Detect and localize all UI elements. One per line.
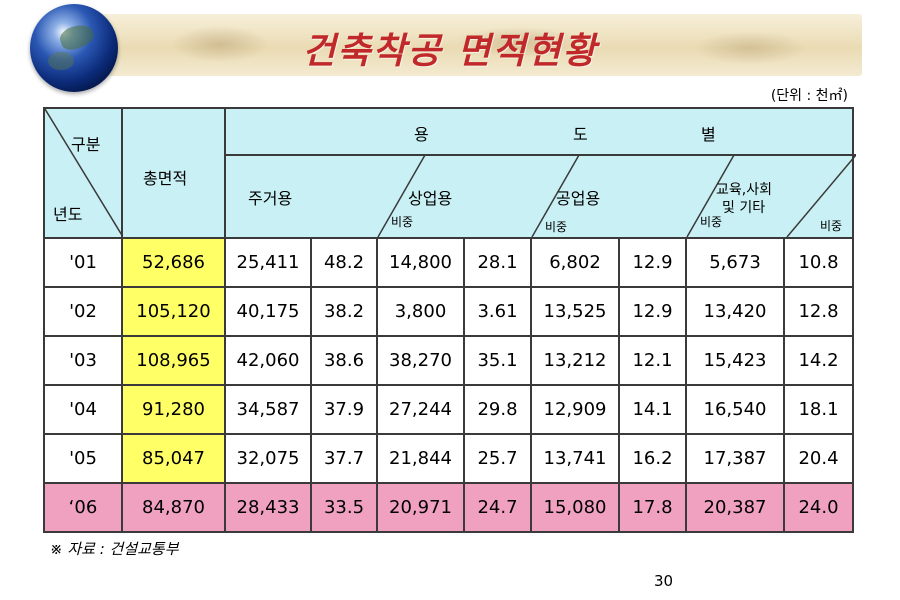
header-usage-2: 도 bbox=[573, 125, 588, 144]
cell-industrial-share: 12.9 bbox=[618, 237, 687, 288]
world-map-banner bbox=[100, 14, 862, 76]
cell-commercial-share: 24.7 bbox=[463, 482, 532, 533]
cell-education-share: 12.8 bbox=[783, 286, 854, 337]
cell-total: 52,686 bbox=[121, 237, 226, 288]
table-row-highlighted: ‘06 84,870 28,433 33.5 20,971 24.7 15,08… bbox=[43, 482, 854, 533]
cell-residential-share: 38.2 bbox=[310, 286, 378, 337]
cell-year: '01 bbox=[43, 237, 123, 288]
source-note: ※ 자료 : 건설교통부 bbox=[50, 540, 179, 558]
cell-education-share: 20.4 bbox=[783, 433, 854, 484]
cell-education-share: 18.1 bbox=[783, 384, 854, 435]
cell-education-share: 14.2 bbox=[783, 335, 854, 386]
header-share-commercial: 비중 bbox=[545, 220, 568, 234]
cell-education: 16,540 bbox=[685, 384, 785, 435]
cell-industrial-share: 12.1 bbox=[618, 335, 687, 386]
header-divider-lines bbox=[226, 154, 856, 237]
cell-total: 85,047 bbox=[121, 433, 226, 484]
table-row: '03 108,965 42,060 38.6 38,270 35.1 13,2… bbox=[43, 335, 854, 386]
cell-industrial: 12,909 bbox=[530, 384, 620, 435]
table-row: '05 85,047 32,075 37.7 21,844 25.7 13,74… bbox=[43, 433, 854, 484]
cell-commercial: 14,800 bbox=[376, 237, 465, 288]
header-total-area-cell: 총면적 bbox=[121, 107, 226, 239]
cell-education-share: 24.0 bbox=[783, 482, 854, 533]
header-share-residential: 비중 bbox=[391, 215, 414, 229]
globe-icon bbox=[30, 4, 118, 92]
header-residential: 주거용 bbox=[248, 189, 293, 208]
header-usage-1: 용 bbox=[414, 125, 429, 144]
cell-total: 91,280 bbox=[121, 384, 226, 435]
cell-industrial-share: 14.1 bbox=[618, 384, 687, 435]
header-year: 년도 bbox=[53, 205, 83, 224]
cell-commercial: 27,244 bbox=[376, 384, 465, 435]
cell-residential: 28,433 bbox=[224, 482, 312, 533]
cell-residential-share: 38.6 bbox=[310, 335, 378, 386]
cell-residential: 42,060 bbox=[224, 335, 312, 386]
cell-residential-share: 37.7 bbox=[310, 433, 378, 484]
header-total-area: 총면적 bbox=[143, 169, 188, 188]
cell-commercial-share: 29.8 bbox=[463, 384, 532, 435]
unit-label: (단위 : 천㎡) bbox=[770, 88, 848, 104]
cell-education: 13,420 bbox=[685, 286, 785, 337]
cell-residential-share: 37.9 bbox=[310, 384, 378, 435]
cell-year: ‘06 bbox=[43, 482, 123, 533]
cell-industrial: 13,212 bbox=[530, 335, 620, 386]
cell-industrial: 15,080 bbox=[530, 482, 620, 533]
table-row: '02 105,120 40,175 38.2 3,800 3.61 13,52… bbox=[43, 286, 854, 337]
cell-year: '02 bbox=[43, 286, 123, 337]
header-gubun-year-cell: 구분 년도 bbox=[43, 107, 123, 239]
cell-residential-share: 33.5 bbox=[310, 482, 378, 533]
cell-industrial-share: 17.8 bbox=[618, 482, 687, 533]
cell-industrial: 13,741 bbox=[530, 433, 620, 484]
cell-residential-share: 48.2 bbox=[310, 237, 378, 288]
table-row: '01 52,686 25,411 48.2 14,800 28.1 6,802… bbox=[43, 237, 854, 288]
title-banner: 건축착공 면적현황 bbox=[0, 0, 900, 95]
cell-residential: 32,075 bbox=[224, 433, 312, 484]
cell-residential: 34,587 bbox=[224, 384, 312, 435]
cell-commercial-share: 35.1 bbox=[463, 335, 532, 386]
cell-education: 15,423 bbox=[685, 335, 785, 386]
cell-education: 20,387 bbox=[685, 482, 785, 533]
cell-industrial: 6,802 bbox=[530, 237, 620, 288]
cell-education: 17,387 bbox=[685, 433, 785, 484]
cell-commercial: 21,844 bbox=[376, 433, 465, 484]
cell-commercial: 3,800 bbox=[376, 286, 465, 337]
construction-area-table: 구분 년도 총면적 용 도 별 주거용 비중 상업용 비중 공업용 비중 교육,… bbox=[43, 107, 856, 533]
table-row: '04 91,280 34,587 37.9 27,244 29.8 12,90… bbox=[43, 384, 854, 435]
cell-residential: 25,411 bbox=[224, 237, 312, 288]
header-usage-cell: 용 도 별 주거용 비중 상업용 비중 공업용 비중 교육,사회 및 기타 비중 bbox=[224, 107, 856, 239]
header-gubun: 구분 bbox=[71, 135, 101, 154]
cell-total: 108,965 bbox=[121, 335, 226, 386]
cell-education: 5,673 bbox=[685, 237, 785, 288]
cell-industrial: 13,525 bbox=[530, 286, 620, 337]
cell-total: 105,120 bbox=[121, 286, 226, 337]
header-education-line1: 교육,사회 bbox=[716, 182, 772, 198]
cell-commercial: 38,270 bbox=[376, 335, 465, 386]
header-education-line2: 및 기타 bbox=[722, 200, 766, 216]
cell-year: '05 bbox=[43, 433, 123, 484]
header-industrial: 공업용 bbox=[556, 189, 601, 208]
header-share-industrial: 비중 bbox=[700, 215, 723, 229]
cell-commercial: 20,971 bbox=[376, 482, 465, 533]
cell-industrial-share: 16.2 bbox=[618, 433, 687, 484]
cell-total: 84,870 bbox=[121, 482, 226, 533]
diagonal-divider bbox=[45, 109, 123, 237]
cell-year: '04 bbox=[43, 384, 123, 435]
cell-industrial-share: 12.9 bbox=[618, 286, 687, 337]
page-title: 건축착공 면적현황 bbox=[302, 30, 598, 72]
page-number: 30 bbox=[654, 572, 674, 590]
cell-commercial-share: 28.1 bbox=[463, 237, 532, 288]
header-commercial: 상업용 bbox=[408, 189, 453, 208]
cell-year: '03 bbox=[43, 335, 123, 386]
cell-residential: 40,175 bbox=[224, 286, 312, 337]
header-share-education: 비중 bbox=[820, 219, 843, 233]
header-usage-3: 별 bbox=[701, 125, 716, 144]
cell-commercial-share: 3.61 bbox=[463, 286, 532, 337]
cell-education-share: 10.8 bbox=[783, 237, 854, 288]
cell-commercial-share: 25.7 bbox=[463, 433, 532, 484]
